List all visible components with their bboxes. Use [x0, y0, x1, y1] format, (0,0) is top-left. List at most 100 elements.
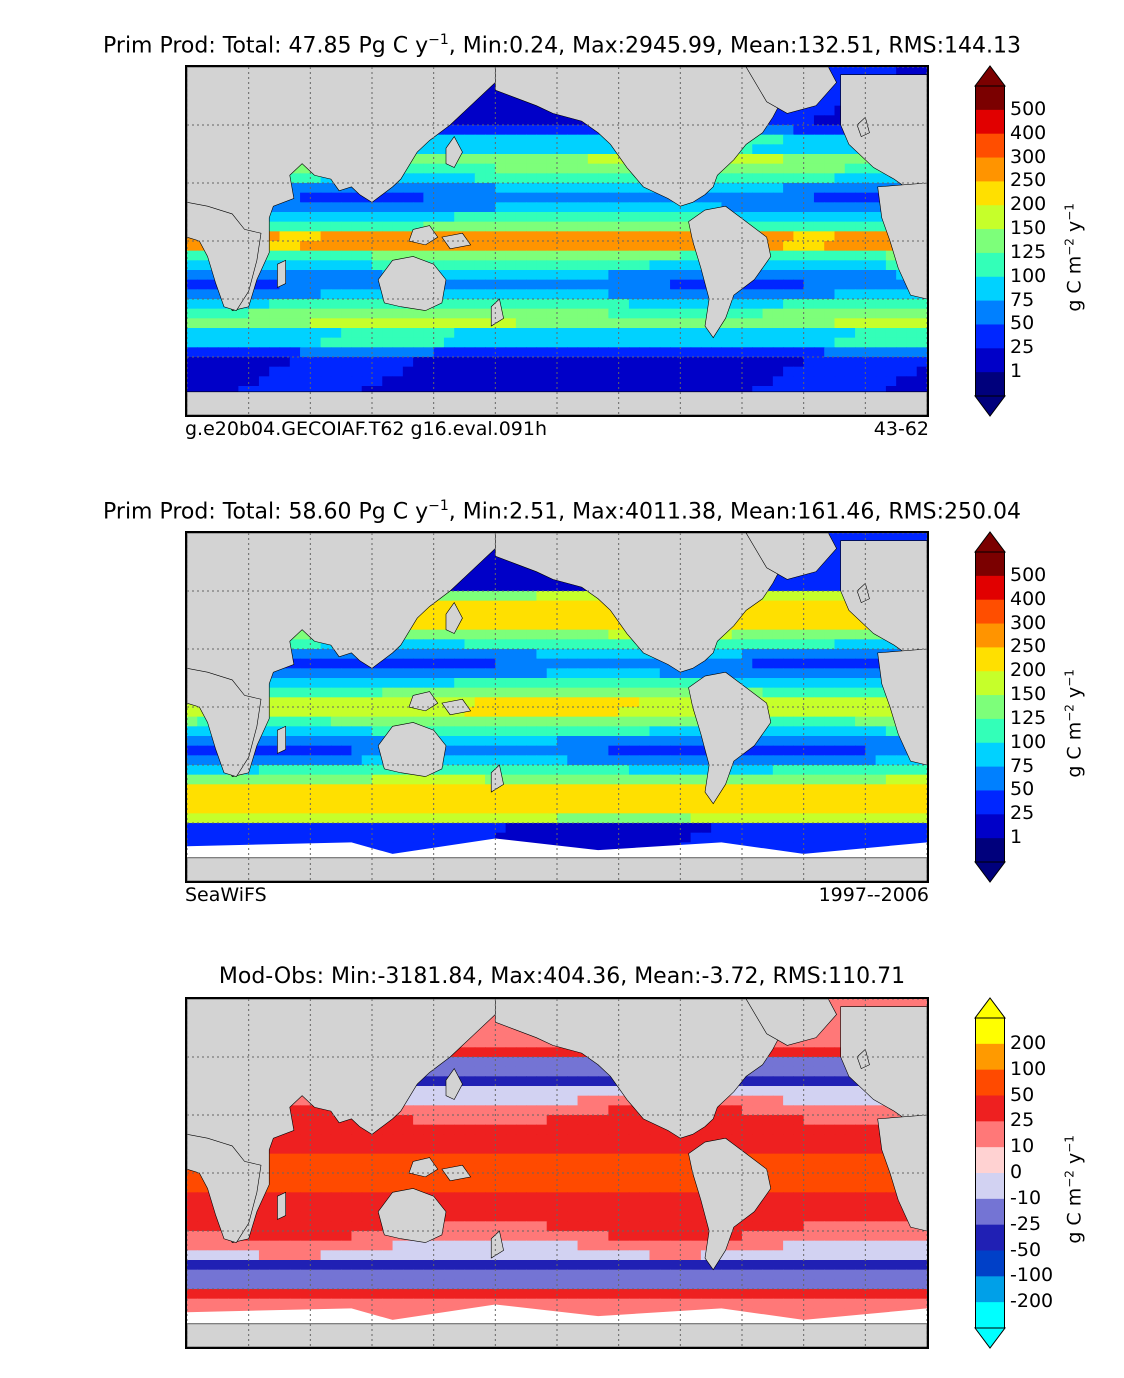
- colorbar-band: [975, 372, 1005, 397]
- panel-1-caption-left: g.e20b04.GECOIAF.T62 g16.eval.091h: [185, 418, 548, 440]
- colorbar-band: [975, 671, 1005, 696]
- colorbar-tick-label: 50: [1010, 312, 1035, 335]
- colorbar-band: [975, 157, 1005, 182]
- colorbar-tick-label: 25: [1010, 802, 1035, 825]
- colorbar-band: [975, 1276, 1005, 1303]
- colorbar-tick-label: -50: [1010, 1238, 1042, 1261]
- colorbar-band: [975, 181, 1005, 206]
- colorbar-band: [975, 300, 1005, 325]
- colorbar-tick-label: 200: [1010, 1031, 1047, 1054]
- colorbar-band: [975, 1147, 1005, 1174]
- colorbar-tick-label: 10: [1010, 1135, 1035, 1158]
- panel-2-title-sup: −1: [428, 498, 449, 514]
- colorbar-band: [975, 790, 1005, 815]
- colorbar-band: [975, 229, 1005, 254]
- colorbar-band: [975, 647, 1005, 672]
- panel-1-caption-right: 43-62: [873, 418, 929, 440]
- panel-1-map: [185, 65, 929, 417]
- colorbar-band: [975, 1095, 1005, 1122]
- panel-1-title-main: Prim Prod: Total: 47.85 Pg C y: [103, 33, 429, 59]
- panel-2-caption-right: 1997--2006: [818, 884, 929, 906]
- panel-1-colorbar-unit: g C m−2 y−1: [1062, 203, 1086, 312]
- colorbar-band: [975, 718, 1005, 744]
- colorbar-band: [975, 1250, 1005, 1277]
- colorbar-band: [975, 86, 1005, 111]
- colorbar-tick-label: 100: [1010, 730, 1047, 753]
- colorbar-band: [975, 1121, 1005, 1148]
- panel-2-title-main: Prim Prod: Total: 58.60 Pg C y: [103, 499, 429, 525]
- colorbar-tick-label: 50: [1010, 1083, 1035, 1106]
- colorbar-band: [975, 575, 1005, 601]
- nodata-region: [187, 838, 927, 862]
- colorbar-band: [975, 1043, 1005, 1071]
- colorbar-band: [975, 324, 1005, 349]
- colorbar-tick-label: 25: [1010, 1109, 1035, 1132]
- colorbar-top-extend: [974, 65, 1006, 87]
- panel-3-colorbar: [974, 997, 1006, 1349]
- colorbar-band: [975, 814, 1005, 839]
- colorbar-band: [975, 695, 1005, 720]
- colorbar-tick-label: -100: [1010, 1264, 1054, 1287]
- colorbar-tick-label: 75: [1010, 754, 1035, 777]
- colorbar-band: [975, 252, 1005, 278]
- panel-2-title-tail: , Min:2.51, Max:4011.38, Mean:161.46, RM…: [448, 499, 1021, 525]
- colorbar-band: [975, 276, 1005, 302]
- colorbar-tick-label: 250: [1010, 169, 1047, 192]
- colorbar-tick-label: 200: [1010, 193, 1047, 216]
- colorbar-band: [975, 109, 1005, 135]
- colorbar-band: [975, 1069, 1005, 1096]
- colorbar-band: [975, 838, 1005, 863]
- panel-1-title: Prim Prod: Total: 47.85 Pg C y−1, Min:0.…: [0, 32, 1124, 58]
- colorbar-band: [975, 1018, 1005, 1045]
- colorbar-band: [975, 552, 1005, 577]
- colorbar-tick-label: 500: [1010, 563, 1047, 586]
- colorbar-bottom-extend: [974, 395, 1006, 417]
- colorbar-top-extend: [974, 997, 1006, 1019]
- colorbar-tick-label: 200: [1010, 659, 1047, 682]
- colorbar-band: [975, 1173, 1005, 1200]
- panel-3-map: [185, 997, 929, 1349]
- colorbar-tick-label: 300: [1010, 611, 1047, 634]
- panel-3-title: Mod-Obs: Min:-3181.84, Max:404.36, Mean:…: [0, 964, 1124, 989]
- nodata-region: [187, 1304, 927, 1328]
- colorbar-tick-label: -200: [1010, 1290, 1054, 1313]
- panel-1-title-tail: , Min:0.24, Max:2945.99, Mean:132.51, RM…: [448, 33, 1021, 59]
- colorbar-band: [975, 1224, 1005, 1251]
- colorbar-bottom-extend: [974, 1327, 1006, 1349]
- panel-2-colorbar: [974, 531, 1006, 883]
- colorbar-band: [975, 205, 1005, 230]
- colorbar-tick-label: 1: [1010, 826, 1023, 849]
- colorbar-tick-label: 1: [1010, 360, 1023, 383]
- colorbar-tick-label: -10: [1010, 1186, 1042, 1209]
- colorbar-tick-label: 100: [1010, 264, 1047, 287]
- colorbar-band: [975, 348, 1005, 373]
- colorbar-tick-label: 25: [1010, 336, 1035, 359]
- panel-2-title: Prim Prod: Total: 58.60 Pg C y−1, Min:2.…: [0, 498, 1124, 524]
- colorbar-tick-label: -25: [1010, 1212, 1042, 1235]
- colorbar-band: [975, 742, 1005, 768]
- land: [187, 67, 927, 415]
- panel-2-map: [185, 531, 929, 883]
- panel-1-colorbar: [974, 65, 1006, 417]
- colorbar-band: [975, 133, 1005, 159]
- panel-2-colorbar-unit: g C m−2 y−1: [1062, 669, 1086, 778]
- colorbar-tick-label: 150: [1010, 217, 1047, 240]
- colorbar-band: [975, 599, 1005, 625]
- colorbar-tick-label: 50: [1010, 778, 1035, 801]
- colorbar-band: [975, 1302, 1005, 1329]
- panel-3-colorbar-unit: g C m−2 y−1: [1062, 1135, 1086, 1244]
- colorbar-band: [975, 766, 1005, 791]
- panel-1-title-sup: −1: [428, 32, 449, 48]
- colorbar-band: [975, 1198, 1005, 1226]
- panel-2-caption-left: SeaWiFS: [185, 884, 267, 906]
- colorbar-tick-label: 100: [1010, 1057, 1047, 1080]
- colorbar-tick-label: 300: [1010, 145, 1047, 168]
- colorbar-top-extend: [974, 531, 1006, 553]
- colorbar-tick-label: 75: [1010, 288, 1035, 311]
- colorbar-tick-label: 250: [1010, 635, 1047, 658]
- colorbar-tick-label: 400: [1010, 121, 1047, 144]
- colorbar-tick-label: 400: [1010, 587, 1047, 610]
- colorbar-tick-label: 500: [1010, 97, 1047, 120]
- colorbar-tick-label: 125: [1010, 706, 1047, 729]
- colorbar-tick-label: 125: [1010, 240, 1047, 263]
